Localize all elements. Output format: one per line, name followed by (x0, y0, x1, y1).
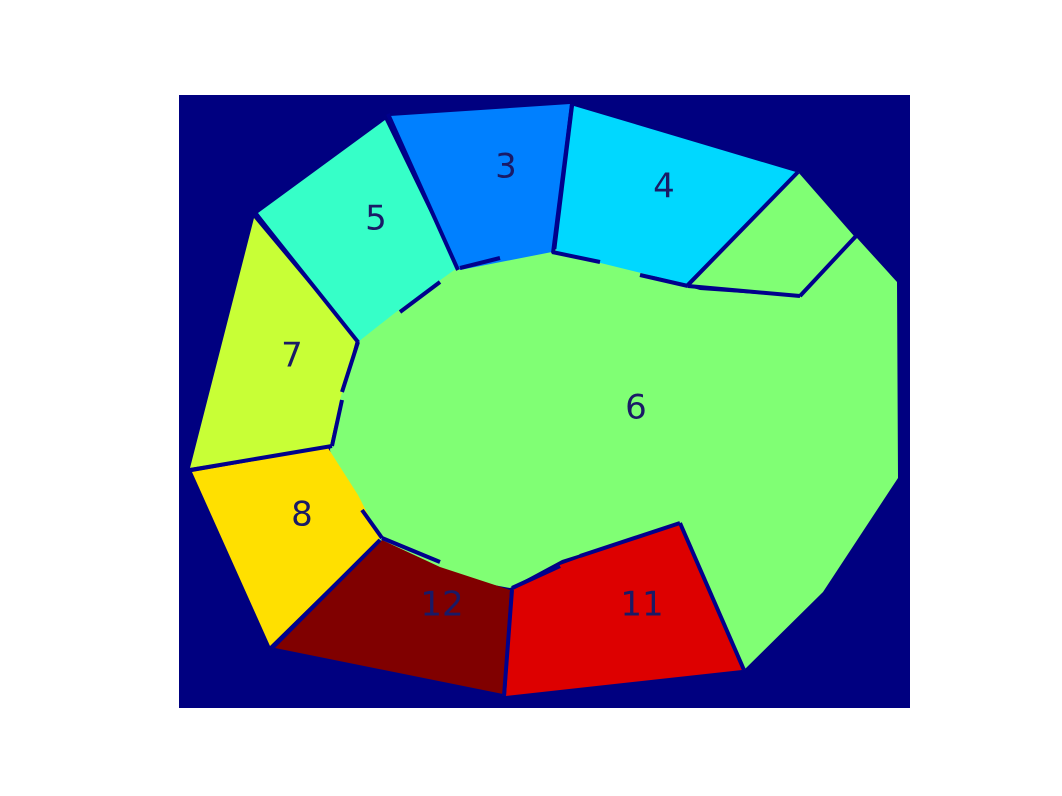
segment-boundary (639, 273, 689, 288)
region-8 (192, 448, 380, 646)
segment-boundary (551, 250, 601, 264)
segment-boundary (189, 444, 333, 472)
region-7 (190, 218, 356, 468)
region-5 (258, 120, 457, 342)
segment-boundary (360, 508, 384, 540)
label-region-12: 12 (420, 585, 463, 625)
segment-boundary (798, 234, 858, 298)
segment-boundary (330, 399, 344, 447)
label-region-11: 11 (620, 585, 663, 625)
label-region-8: 8 (291, 495, 313, 535)
label-region-4: 4 (653, 167, 675, 207)
segment-boundary (270, 538, 382, 650)
segment-boundary (254, 212, 360, 344)
segment-boundary (579, 521, 681, 558)
segment-boundary (381, 536, 441, 564)
label-region-3: 3 (495, 147, 517, 187)
segment-boundary (687, 284, 801, 298)
label-region-7: 7 (281, 336, 303, 376)
segment-boundary (386, 113, 460, 271)
region-3 (390, 104, 570, 270)
segment-boundary (502, 589, 514, 697)
region-11 (506, 525, 742, 696)
segment-boundary (686, 170, 800, 287)
label-region-6: 6 (625, 388, 647, 428)
segment-boundary (551, 103, 574, 254)
region-12 (275, 540, 510, 694)
region-6-wedge (690, 172, 854, 295)
region-4 (556, 106, 796, 284)
region-6 (330, 238, 898, 670)
segment-boundary (459, 256, 501, 270)
segment-boundary (340, 341, 360, 393)
segment-boundary (678, 522, 746, 671)
segment-boundary (398, 280, 442, 314)
segment-boundary (511, 564, 561, 590)
label-region-5: 5 (365, 199, 387, 239)
